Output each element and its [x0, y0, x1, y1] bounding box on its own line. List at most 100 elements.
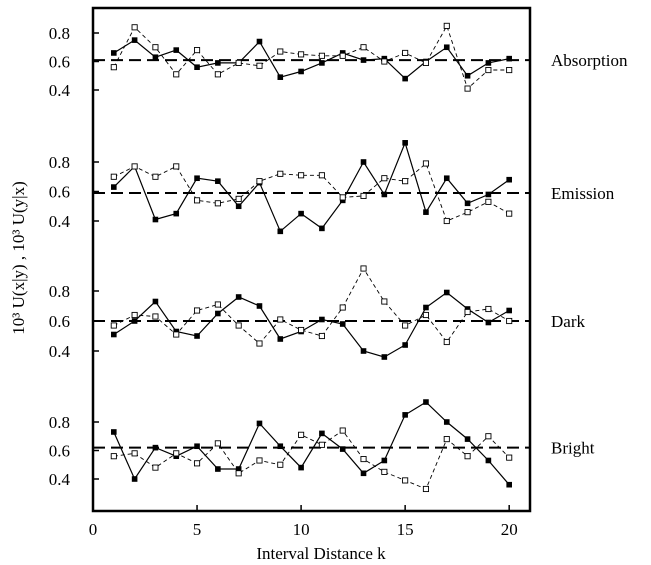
data-point: [381, 191, 388, 198]
data-point: [235, 195, 242, 202]
data-point: [339, 446, 346, 452]
data-point: [256, 62, 263, 69]
data-point: [381, 457, 388, 464]
data-point: [131, 318, 138, 324]
data-point: [360, 470, 367, 477]
data-point: [360, 265, 367, 272]
data-point: [381, 354, 388, 360]
data-point: [256, 420, 263, 427]
data-point: [443, 289, 450, 296]
data-point: [485, 457, 492, 464]
data-point: [193, 460, 201, 467]
data-point: [110, 453, 117, 460]
y-tick-label: 0.6: [49, 312, 70, 331]
series-line: [113, 39, 510, 80]
x-tick-label: 20: [501, 520, 518, 539]
x-axis-label: Interval Distance k: [256, 544, 386, 563]
data-point: [381, 468, 388, 475]
data-point: [319, 316, 325, 323]
panel-label: Dark: [551, 312, 585, 331]
y-tick-label: 0.6: [49, 442, 70, 461]
series-line: [113, 140, 510, 233]
data-point: [360, 348, 367, 354]
series-line: [113, 429, 510, 490]
data-point: [235, 466, 242, 472]
data-point: [443, 175, 450, 182]
x-tick-label: 10: [293, 520, 310, 539]
data-point: [402, 342, 408, 348]
x-tick-label: 0: [89, 520, 98, 539]
data-point: [464, 72, 471, 79]
data-point: [173, 163, 180, 170]
data-point: [131, 311, 138, 319]
data-point: [506, 481, 512, 488]
data-point: [506, 317, 513, 325]
data-point: [381, 58, 388, 65]
data-point: [131, 163, 138, 170]
data-point: [443, 436, 450, 443]
data-point: [339, 304, 346, 311]
data-point: [193, 307, 201, 314]
data-point: [339, 194, 346, 201]
data-point: [298, 51, 305, 58]
data-point: [152, 44, 159, 51]
data-point: [485, 319, 492, 326]
y-tick-label: 0.8: [49, 153, 70, 172]
data-point: [194, 443, 200, 450]
data-point: [443, 338, 450, 346]
data-point: [485, 60, 492, 66]
data-point: [298, 326, 305, 334]
data-point: [339, 52, 346, 59]
data-point: [464, 85, 471, 92]
series-line: [113, 24, 510, 90]
data-point: [110, 173, 117, 180]
data-point: [256, 303, 263, 309]
data-point: [423, 399, 429, 405]
data-point: [506, 210, 513, 217]
data-point: [298, 431, 305, 438]
data-point: [111, 50, 117, 56]
data-point: [423, 304, 429, 311]
data-point: [110, 64, 117, 71]
y-tick-label: 0.4: [49, 470, 71, 489]
y-axis-label: 10³ U(x|y) , 10³ U(y|x): [9, 181, 28, 334]
panel-emission: 0.4 0.6 0.8 Emission: [49, 140, 615, 235]
data-point: [360, 159, 367, 165]
data-point: [319, 430, 325, 437]
data-point: [152, 173, 159, 180]
panel-absorption: 0.4 0.6 0.8 Absorption: [49, 22, 628, 100]
data-point: [402, 49, 409, 56]
data-point: [319, 60, 325, 66]
data-point: [277, 170, 284, 177]
data-point: [215, 60, 221, 66]
data-point: [422, 311, 430, 319]
data-point: [111, 184, 117, 190]
data-point: [152, 216, 159, 223]
data-point: [256, 38, 263, 45]
x-tick-label: 5: [193, 520, 202, 539]
data-point: [318, 441, 325, 448]
data-point: [277, 336, 284, 342]
data-point: [402, 412, 408, 418]
data-point: [485, 305, 492, 313]
data-point: [339, 427, 346, 434]
y-tick-label: 0.8: [49, 413, 70, 432]
data-point: [193, 47, 201, 54]
data-point: [131, 450, 138, 457]
x-axis: 0 5 10 15 20: [89, 505, 518, 539]
data-point: [215, 178, 221, 184]
data-point: [506, 55, 512, 62]
data-point: [443, 419, 450, 425]
data-point: [318, 332, 325, 340]
data-point: [152, 54, 159, 61]
data-point: [110, 322, 117, 329]
data-point: [381, 175, 388, 182]
y-tick-label: 0.4: [49, 342, 71, 361]
data-point: [193, 197, 201, 204]
data-point: [256, 340, 263, 347]
data-point: [506, 176, 512, 183]
data-point: [506, 307, 512, 314]
y-tick-label: 0.4: [49, 81, 71, 100]
data-point: [298, 172, 305, 179]
